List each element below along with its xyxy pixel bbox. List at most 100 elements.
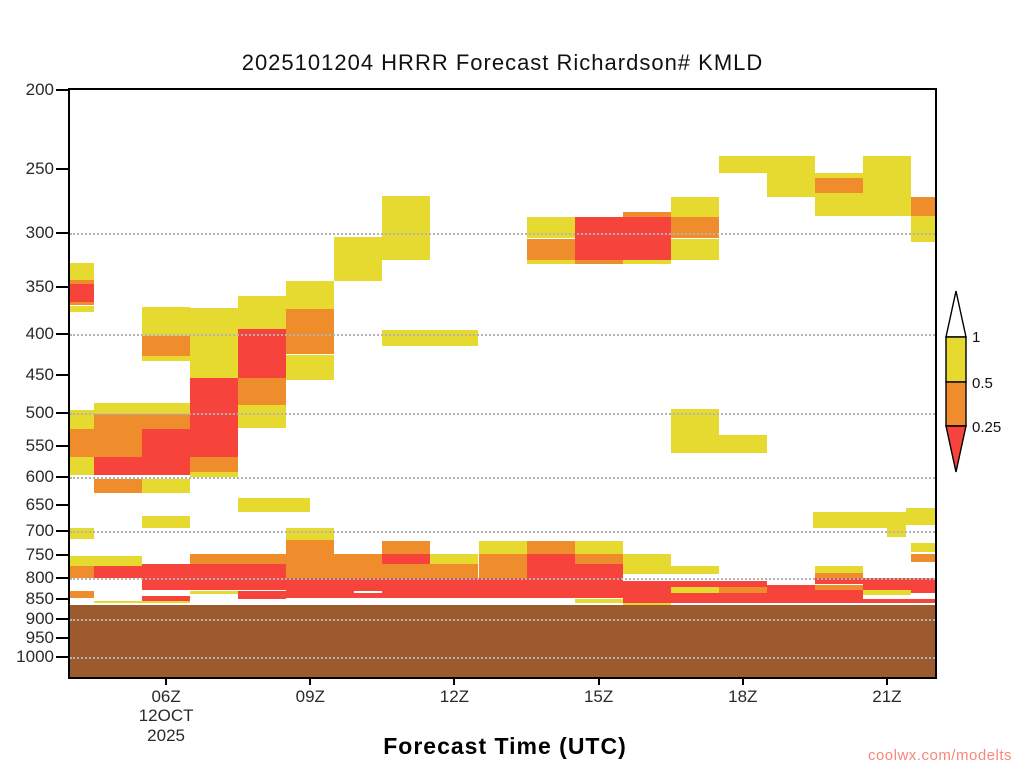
terrain-fill: [70, 604, 935, 677]
heatmap-cell: [142, 413, 191, 429]
heatmap-cell: [622, 217, 671, 260]
heatmap-cell: [814, 172, 863, 179]
heatmap-cell: [286, 528, 335, 541]
x-tick-label: 18Z: [728, 687, 758, 706]
heatmap-cell: [622, 602, 671, 605]
heatmap-cell: [142, 356, 191, 361]
heatmap-cell: [382, 195, 431, 260]
heatmap-cell: [94, 402, 191, 414]
heatmap-cell: [906, 507, 935, 526]
heatmap-cell: [670, 566, 719, 575]
heatmap-cell: [670, 409, 719, 454]
y-tick-label: 750: [25, 545, 54, 565]
heatmap-cell: [670, 592, 719, 603]
heatmap-cell: [70, 263, 94, 280]
date-label: 12OCT: [138, 706, 194, 725]
heatmap-cell: [911, 598, 935, 603]
heatmap-cell: [814, 193, 863, 216]
heatmap-cell: [382, 330, 479, 346]
x-tick-mark: [165, 677, 168, 685]
y-tick-label: 500: [25, 402, 54, 422]
y-tick-label: 400: [25, 324, 54, 343]
date-label: 2025: [147, 726, 185, 745]
heatmap-cell: [142, 306, 191, 336]
y-tick-mark: [56, 554, 69, 557]
y-tick-label: 700: [25, 520, 54, 540]
colorbar-tick-label: 0.25: [972, 419, 1002, 436]
heatmap-cell: [670, 586, 719, 593]
y-tick-label: 200: [25, 80, 54, 99]
watermark-text: coolwx.com/modelts: [867, 747, 1012, 764]
heatmap-cell: [94, 479, 143, 494]
heatmap-cell: [94, 566, 143, 579]
heatmap-cell: [334, 554, 383, 579]
x-tick-mark: [741, 677, 744, 685]
x-tick-label: 06Z: [151, 687, 181, 706]
colorbar-arrow-top: [945, 290, 967, 338]
heatmap-cell: [286, 354, 335, 381]
heatmap-cell: [526, 259, 575, 265]
pressure-gridline: [70, 412, 935, 415]
y-tick-label: 850: [25, 589, 54, 609]
heatmap-cell: [238, 498, 311, 513]
heatmap-cell: [286, 309, 335, 355]
heatmap-cell: [814, 584, 863, 590]
heatmap-cell: [190, 554, 287, 564]
heatmap-cell: [190, 307, 239, 378]
heatmap-cell: [70, 301, 94, 306]
y-tick-mark: [56, 475, 69, 478]
heatmap-cell: [911, 196, 935, 216]
x-tick-mark: [309, 677, 312, 685]
y-tick-mark: [56, 231, 69, 234]
heatmap-cell: [622, 259, 671, 265]
y-tick-label: 950: [25, 628, 54, 648]
heatmap-cell: [670, 238, 719, 260]
y-tick-mark: [56, 286, 69, 288]
heatmap-cell: [574, 598, 623, 603]
heatmap-cell: [70, 429, 94, 457]
heatmap-cell: [911, 578, 935, 593]
heatmap-cell: [142, 578, 287, 591]
y-tick-label: 450: [25, 365, 54, 385]
heatmap-cell: [670, 196, 719, 218]
heatmap-cell: [622, 580, 671, 603]
pressure-gridline: [70, 619, 935, 622]
heatmap-cell: [238, 590, 287, 599]
heatmap-cell: [718, 580, 767, 587]
heatmap-cell: [862, 155, 911, 216]
heatmap-cell: [670, 217, 719, 239]
heatmap-cell: [238, 404, 287, 429]
heatmap-cell: [622, 554, 671, 575]
heatmap-cell: [382, 541, 431, 555]
y-tick-label: 600: [25, 466, 54, 486]
heatmap-cell: [526, 238, 575, 260]
heatmap-cell: [286, 578, 575, 599]
heatmap-cell: [430, 563, 479, 579]
heatmap-cell: [70, 283, 94, 302]
heatmap-cell: [70, 566, 94, 579]
y-tick-mark: [56, 618, 69, 621]
pressure-gridline: [70, 530, 935, 533]
y-tick-mark: [56, 576, 69, 579]
heatmap-cell: [70, 591, 94, 599]
heatmap-cell: [718, 586, 767, 593]
heatmap-cell: [238, 295, 287, 329]
y-tick-mark: [56, 374, 69, 377]
heatmap-cell: [911, 554, 935, 563]
heatmap-cell: [812, 512, 907, 529]
heatmap-cell: [382, 554, 431, 564]
y-tick-mark: [56, 637, 69, 640]
heatmap-cell: [526, 217, 575, 239]
heatmap-cell: [862, 598, 911, 603]
heatmap-cell: [766, 584, 815, 603]
y-tick-mark: [56, 411, 69, 414]
heatmap-cell: [574, 554, 623, 564]
heatmap-cell: [862, 589, 911, 596]
pressure-gridline: [70, 577, 935, 580]
heatmap-cell: [70, 305, 94, 313]
heatmap-cell: [286, 280, 335, 310]
colorbar-yellow: [945, 336, 967, 383]
heatmap-cell: [238, 377, 287, 405]
heatmap-cell: [190, 563, 287, 579]
y-tick-mark: [56, 445, 69, 448]
